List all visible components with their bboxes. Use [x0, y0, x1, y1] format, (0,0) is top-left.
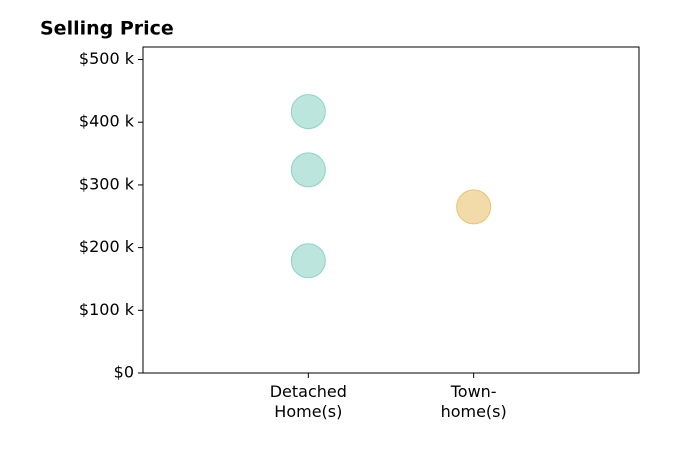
point [456, 189, 492, 225]
y-tick-label: $300 k [79, 174, 135, 193]
y-tick-label: $500 k [79, 49, 135, 68]
x-tick-label: Town- home(s) [440, 382, 507, 421]
point [290, 94, 326, 130]
x-tick-label: Detached Home(s) [269, 382, 347, 421]
chart-title: Selling Price [40, 18, 174, 40]
y-tick-label: $200 k [79, 237, 135, 256]
y-tick-label: $100 k [79, 300, 135, 319]
y-tick-label: $0 [114, 363, 134, 382]
y-tick-label: $400 k [79, 112, 135, 131]
point [290, 152, 326, 188]
plot-frame [142, 46, 640, 374]
point [290, 243, 326, 279]
